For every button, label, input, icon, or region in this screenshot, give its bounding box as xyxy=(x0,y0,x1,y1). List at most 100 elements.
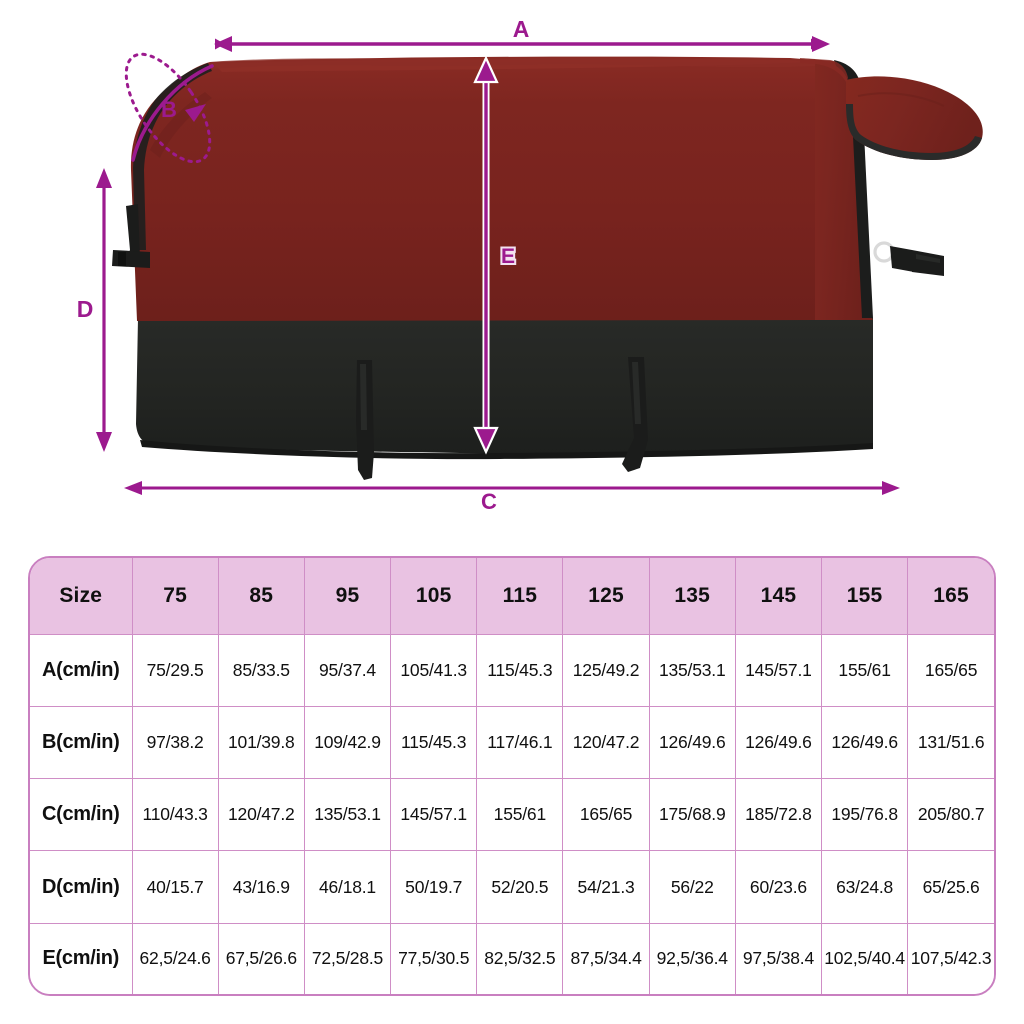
dimension-b-arrowhead xyxy=(185,104,206,122)
cell-a-105: 105/41.3 xyxy=(390,633,478,707)
rug-bottom-hem xyxy=(140,440,873,460)
size-chart-table: Size 75 85 95 105 115 125 135 145 155 16… xyxy=(30,558,994,994)
cell-e-165: 107,5/42.3 xyxy=(907,922,994,994)
cell-a-115: 115/45.3 xyxy=(476,633,564,707)
cell-b-135: 126/49.6 xyxy=(648,705,736,780)
column-header-125: 125 xyxy=(562,558,650,635)
cell-e-95: 72,5/28.5 xyxy=(303,922,392,994)
dimension-d-label: D xyxy=(77,296,94,322)
table-row: D(cm/in) 40/15.7 43/16.9 46/18.1 50/19.7… xyxy=(30,850,994,924)
row-header-d: D(cm/in) xyxy=(30,850,133,924)
dimension-e-label-outline: E xyxy=(501,245,515,268)
cell-a-125: 125/49.2 xyxy=(562,633,650,707)
cell-d-105: 50/19.7 xyxy=(390,850,478,924)
cell-d-165: 65/25.6 xyxy=(907,850,994,924)
table-row: E(cm/in) 62,5/24.6 67,5/26.6 72,5/28.5 7… xyxy=(30,922,994,994)
row-header-b: B(cm/in) xyxy=(30,705,133,780)
dimension-c-arrow-left xyxy=(124,481,142,495)
dimension-b: B xyxy=(124,52,214,164)
dimension-a-arrow-right xyxy=(812,36,830,52)
cell-e-125: 87,5/34.4 xyxy=(562,922,650,994)
cell-a-135: 135/53.1 xyxy=(648,633,736,707)
cell-a-85: 85/33.5 xyxy=(217,633,305,707)
cell-e-145: 97,5/38.4 xyxy=(734,922,823,994)
dimension-c-arrow-right xyxy=(882,481,900,495)
row-header-e: E(cm/in) xyxy=(30,922,133,994)
column-header-145: 145 xyxy=(734,558,823,635)
cell-b-85: 101/39.8 xyxy=(217,705,305,780)
cell-c-95: 135/53.1 xyxy=(303,778,392,852)
dimension-d-arrow-top xyxy=(96,168,112,188)
table-row: C(cm/in) 110/43.3 120/47.2 135/53.1 145/… xyxy=(30,778,994,852)
cell-b-115: 117/46.1 xyxy=(476,705,564,780)
cell-e-75: 62,5/24.6 xyxy=(131,922,219,994)
cell-c-125: 165/65 xyxy=(562,778,650,852)
dimension-b-arc xyxy=(131,64,214,162)
neck-binding-left xyxy=(133,63,212,250)
column-header-95: 95 xyxy=(303,558,392,635)
column-header-115: 115 xyxy=(476,558,564,635)
cell-c-115: 155/61 xyxy=(476,778,564,852)
rug-body xyxy=(130,56,815,322)
cell-b-145: 126/49.6 xyxy=(734,705,823,780)
cell-a-155: 155/61 xyxy=(820,633,909,707)
cell-c-145: 185/72.8 xyxy=(734,778,823,852)
cell-b-95: 109/42.9 xyxy=(303,705,392,780)
column-header-135: 135 xyxy=(648,558,736,635)
rug-top-edge xyxy=(210,57,815,69)
cell-c-85: 120/47.2 xyxy=(217,778,305,852)
column-header-75: 75 xyxy=(131,558,219,635)
cell-c-135: 175/68.9 xyxy=(648,778,736,852)
cell-c-155: 195/76.8 xyxy=(820,778,909,852)
dimension-a: A xyxy=(214,16,830,52)
cell-b-75: 97/38.2 xyxy=(131,705,219,780)
cell-b-125: 120/47.2 xyxy=(562,705,650,780)
size-chart-tbody: A(cm/in) 75/29.5 85/33.5 95/37.4 105/41.… xyxy=(30,633,994,994)
leg-strap-right-highlight xyxy=(632,362,641,424)
dimension-c: C xyxy=(124,481,900,514)
chest-strap-buckle xyxy=(118,252,126,266)
cell-d-95: 46/18.1 xyxy=(303,850,392,924)
cell-d-75: 40/15.7 xyxy=(131,850,219,924)
dimension-b-ellipse xyxy=(124,52,212,164)
cell-e-105: 77,5/30.5 xyxy=(390,922,478,994)
cell-c-105: 145/57.1 xyxy=(390,778,478,852)
column-header-155: 155 xyxy=(820,558,909,635)
dimension-e-arrow-bottom xyxy=(473,426,499,455)
cell-e-115: 82,5/32.5 xyxy=(476,922,564,994)
cell-b-105: 115/45.3 xyxy=(390,705,478,780)
cell-a-75: 75/29.5 xyxy=(131,633,219,707)
cell-d-125: 54/21.3 xyxy=(562,850,650,924)
chest-strap-lower xyxy=(112,250,150,268)
column-header-85: 85 xyxy=(217,558,305,635)
table-header-row: Size 75 85 95 105 115 125 135 145 155 16… xyxy=(30,558,994,635)
cell-d-155: 63/24.8 xyxy=(820,850,909,924)
tail-flap-seam xyxy=(857,92,945,107)
table-row: A(cm/in) 75/29.5 85/33.5 95/37.4 105/41.… xyxy=(30,633,994,707)
dimension-a-label: A xyxy=(513,16,530,42)
cell-e-85: 67,5/26.6 xyxy=(217,922,305,994)
cell-d-85: 43/16.9 xyxy=(217,850,305,924)
dimension-e-arrow-top xyxy=(473,55,499,84)
cell-c-165: 205/80.7 xyxy=(907,778,994,852)
dimension-d: D xyxy=(77,168,112,452)
product-illustration: A B C D xyxy=(77,16,983,514)
rug-graphic xyxy=(112,56,983,480)
rug-upper-right-fold xyxy=(800,58,848,82)
surcingle-strap-tail xyxy=(912,250,944,276)
tail-flap xyxy=(846,76,983,160)
cell-d-145: 60/23.6 xyxy=(734,850,823,924)
size-chart-thead: Size 75 85 95 105 115 125 135 145 155 16… xyxy=(30,558,994,635)
cell-a-95: 95/37.4 xyxy=(303,633,392,707)
cell-e-135: 92,5/36.4 xyxy=(648,922,736,994)
rug-bottom-panel xyxy=(136,318,873,455)
surcingle-ring xyxy=(873,241,895,263)
cell-b-165: 131/51.6 xyxy=(907,705,994,780)
dimension-a-arrow-left xyxy=(214,36,232,52)
column-header-size: Size xyxy=(30,558,133,635)
table-row: B(cm/in) 97/38.2 101/39.8 109/42.9 115/4… xyxy=(30,705,994,780)
cell-e-155: 102,5/40.4 xyxy=(820,922,909,994)
row-header-c: C(cm/in) xyxy=(30,778,133,852)
chest-strap-upper xyxy=(124,204,140,266)
